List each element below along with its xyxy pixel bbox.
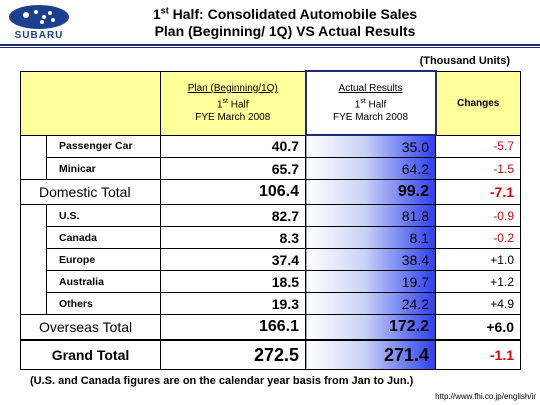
change-value: -0.2 <box>435 226 521 249</box>
row-label: Grand Total <box>20 339 161 370</box>
row-label: Passenger Car <box>46 134 161 158</box>
row-label: Europe <box>46 248 161 271</box>
source-url: http://www.fhi.co.jp/english/ir <box>435 392 536 401</box>
change-value: +6.0 <box>435 314 521 341</box>
actual-column-header: Actual Results 1st Half FYE March 2008 <box>304 70 437 136</box>
actual-value: 35.0 <box>305 134 436 158</box>
change-value: -7.1 <box>435 179 521 205</box>
actual-value: 24.2 <box>305 292 436 315</box>
header-blank <box>20 70 161 136</box>
plan-value: 19.3 <box>160 292 306 315</box>
table-row: Europe 37.4 38.4 +1.0 <box>20 248 521 271</box>
row-label: Overseas Total <box>20 314 161 341</box>
actual-value: 81.8 <box>305 204 436 227</box>
plan-value: 40.7 <box>160 134 306 158</box>
change-value: -0.9 <box>435 204 521 227</box>
row-label: U.S. <box>46 204 161 227</box>
plan-value: 18.5 <box>160 270 306 293</box>
row-label: Australia <box>46 270 161 293</box>
plan-value: 272.5 <box>160 339 306 370</box>
header-rule <box>0 44 540 46</box>
subaru-logo: SUBARU <box>4 3 74 43</box>
table-row-total: Domestic Total 106.4 99.2 -7.1 <box>20 179 521 205</box>
plan-column-header: Plan (Beginning/1Q) 1st Half FYE March 2… <box>160 70 306 136</box>
row-label: Domestic Total <box>20 179 161 205</box>
table-row: Others 19.3 24.2 +4.9 <box>20 292 521 315</box>
plan-value: 106.4 <box>160 179 306 205</box>
plan-value: 37.4 <box>160 248 306 271</box>
actual-value: 38.4 <box>305 248 436 271</box>
table-row: Minicar 65.7 64.2 -1.5 <box>20 157 521 180</box>
table-row: Passenger Car 40.7 35.0 -5.7 <box>20 134 521 158</box>
plan-value: 8.3 <box>160 226 306 249</box>
change-value: +1.2 <box>435 270 521 293</box>
change-value: +1.0 <box>435 248 521 271</box>
plan-value: 82.7 <box>160 204 306 227</box>
row-label: Others <box>46 292 161 315</box>
change-value: -5.7 <box>435 134 521 158</box>
change-value: -1.1 <box>435 339 521 370</box>
actual-value: 8.1 <box>305 226 436 249</box>
slide-header: SUBARU 1st Half: Consolidated Automobile… <box>0 0 540 46</box>
table-row: Canada 8.3 8.1 -0.2 <box>20 226 521 249</box>
table-row-grand-total: Grand Total 272.5 271.4 -1.1 <box>20 339 521 370</box>
brand-wordmark: SUBARU <box>14 30 64 41</box>
footnote: (U.S. and Canada figures are on the cale… <box>30 375 414 387</box>
table-row: Australia 18.5 19.7 +1.2 <box>20 270 521 293</box>
table-header-row: Plan (Beginning/1Q) 1st Half FYE March 2… <box>20 70 521 136</box>
page-title: 1st Half: Consolidated Automobile Sales … <box>152 5 418 39</box>
sales-table: Plan (Beginning/1Q) 1st Half FYE March 2… <box>20 70 521 370</box>
row-label: Canada <box>46 226 161 249</box>
changes-column-header: Changes <box>435 70 521 136</box>
row-label: Minicar <box>46 157 161 180</box>
units-label: (Thousand Units) <box>419 55 510 67</box>
plan-value: 166.1 <box>160 314 306 341</box>
actual-value: 19.7 <box>305 270 436 293</box>
table-row: U.S. 82.7 81.8 -0.9 <box>20 204 521 227</box>
plan-value: 65.7 <box>160 157 306 180</box>
header-rule-thin <box>0 47 540 48</box>
change-value: +4.9 <box>435 292 521 315</box>
actual-value: 172.2 <box>305 314 436 341</box>
actual-value: 271.4 <box>305 339 436 370</box>
change-value: -1.5 <box>435 157 521 180</box>
table-row-total: Overseas Total 166.1 172.2 +6.0 <box>20 314 521 341</box>
actual-value: 99.2 <box>305 179 436 205</box>
actual-value: 64.2 <box>305 157 436 180</box>
